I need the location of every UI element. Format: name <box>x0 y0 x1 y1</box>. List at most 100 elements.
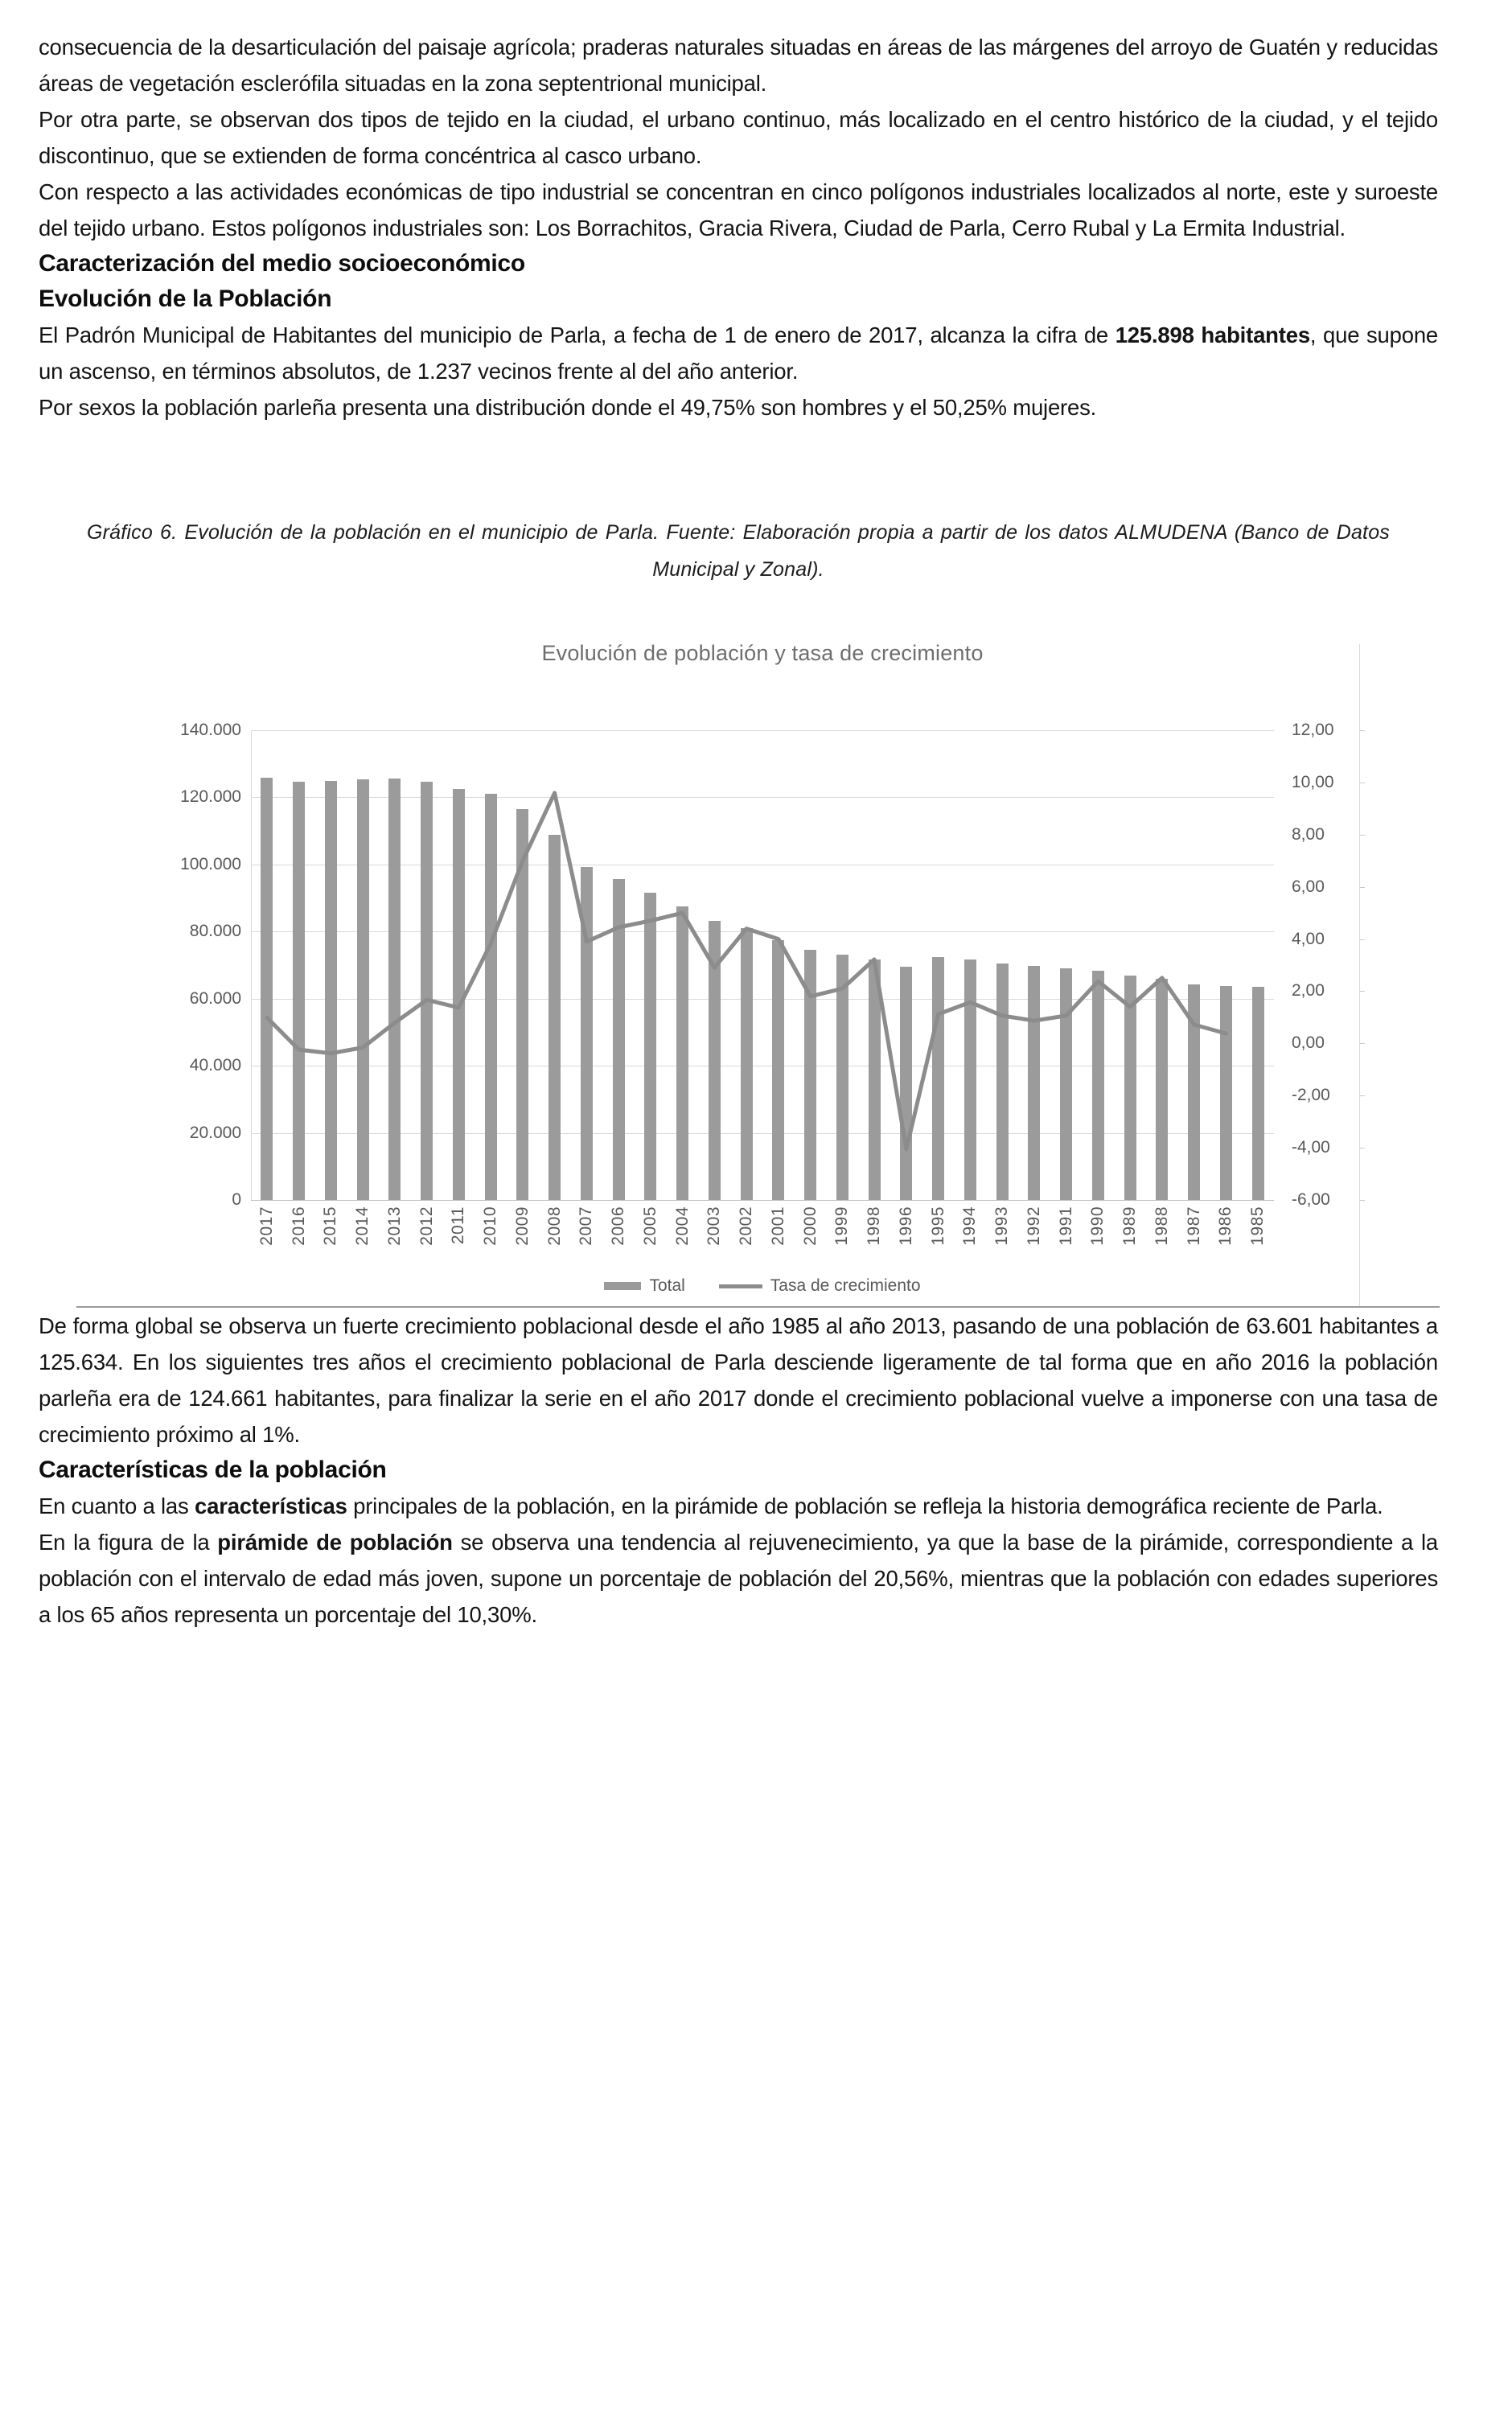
bar-2012 <box>421 782 433 1200</box>
right-axis-tick-label: 4,00 <box>1292 929 1325 948</box>
left-axis-tick-label: 80.000 <box>189 922 241 941</box>
chart-caption: Gráfico 6. Evolución de la población en … <box>87 521 1390 581</box>
right-axis-tickmark <box>1359 1095 1365 1097</box>
legend-item-total: Total <box>604 1276 685 1296</box>
year-label-2015: 2015 <box>321 1206 339 1246</box>
year-label-2001: 2001 <box>769 1206 787 1246</box>
right-axis-tickmark <box>1359 1043 1365 1045</box>
right-axis-tick-label: -2,00 <box>1292 1086 1330 1105</box>
bar-1993 <box>996 964 1009 1200</box>
legend-label-tasa: Tasa de crecimiento <box>770 1276 921 1295</box>
paragraph-caracteristicas: En cuanto a las características principa… <box>39 1488 1438 1524</box>
primary-axis-line <box>251 730 252 1200</box>
year-label-2000: 2000 <box>801 1206 820 1246</box>
right-axis-tick-label: 6,00 <box>1292 877 1325 896</box>
bar-1986 <box>1220 986 1232 1200</box>
bar-1987 <box>1188 984 1200 1200</box>
paragraph-piramide: En la figura de la pirámide de población… <box>39 1524 1438 1633</box>
year-label-1998: 1998 <box>865 1206 883 1246</box>
year-label-2004: 2004 <box>673 1206 692 1246</box>
bar-1994 <box>964 959 976 1200</box>
left-axis-tick-label: 0 <box>232 1190 241 1209</box>
left-axis-tick-label: 60.000 <box>189 988 241 1008</box>
right-axis-tick-label: -6,00 <box>1292 1190 1330 1209</box>
right-axis-tick-label: 10,00 <box>1292 772 1334 791</box>
paragraph-piramide-bold: pirámide de población <box>217 1530 453 1555</box>
paragraph-padron-bold: 125.898 habitantes <box>1115 323 1310 347</box>
right-axis-tickmark <box>1359 991 1365 992</box>
right-axis-tickmark <box>1359 834 1365 836</box>
year-label-1995: 1995 <box>929 1206 947 1246</box>
bar-2013 <box>388 779 401 1200</box>
bar-1992 <box>1028 966 1040 1200</box>
secondary-axis-line <box>1359 644 1360 1306</box>
left-axis-tick-label: 120.000 <box>180 787 241 807</box>
bar-1988 <box>1156 979 1168 1200</box>
paragraph-piramide-post: se observa una tendencia al rejuvenecimi… <box>39 1530 1438 1627</box>
bar-2007 <box>581 867 593 1200</box>
right-axis-tick-label: 2,00 <box>1292 981 1325 1001</box>
right-axis-tick-label: 0,00 <box>1292 1033 1325 1053</box>
paragraph-caracteristicas-post: principales de la población, en la pirám… <box>347 1494 1383 1518</box>
gridline <box>251 999 1274 1000</box>
year-label-1989: 1989 <box>1120 1206 1139 1246</box>
right-axis-tick-label: 12,00 <box>1292 721 1334 739</box>
year-label-2016: 2016 <box>290 1206 308 1246</box>
chart-title: Evolución de población y tasa de crecimi… <box>541 641 984 665</box>
paragraph-caracteristicas-pre: En cuanto a las <box>39 1494 195 1518</box>
right-axis-tickmark <box>1359 939 1365 940</box>
growth-rate-line <box>265 791 1228 1152</box>
year-label-1987: 1987 <box>1185 1206 1203 1246</box>
bar-2004 <box>676 906 688 1200</box>
tasa-line-swatch-icon <box>718 1284 762 1288</box>
bar-2017 <box>261 778 273 1200</box>
bar-2000 <box>804 950 816 1200</box>
year-label-2007: 2007 <box>577 1206 595 1246</box>
year-label-1999: 1999 <box>832 1206 851 1246</box>
year-label-1996: 1996 <box>897 1206 915 1246</box>
gridline <box>251 1133 1274 1134</box>
bar-2005 <box>644 893 656 1200</box>
year-label-1993: 1993 <box>992 1206 1011 1246</box>
year-label-2014: 2014 <box>353 1206 372 1246</box>
bar-1989 <box>1124 976 1136 1200</box>
bar-2015 <box>325 781 337 1200</box>
year-label-1988: 1988 <box>1152 1206 1171 1246</box>
paragraph-landscape: consecuencia de la desarticulación del p… <box>39 35 1438 96</box>
left-axis-tick-label: 40.000 <box>189 1056 241 1075</box>
heading-socioeconomico: Caracterización del medio socioeconómico <box>39 250 525 277</box>
paragraph-piramide-pre: En la figura de la <box>39 1530 218 1555</box>
bar-2008 <box>549 835 561 1200</box>
gridline <box>251 730 1274 731</box>
paragraph-padron: El Padrón Municipal de Habitantes del mu… <box>39 317 1438 389</box>
bar-2014 <box>357 779 369 1200</box>
right-axis-tick-label: -4,00 <box>1292 1138 1330 1157</box>
right-axis-tickmark <box>1359 730 1365 731</box>
bar-2006 <box>613 879 625 1200</box>
year-label-2017: 2017 <box>257 1206 276 1246</box>
year-label-1994: 1994 <box>960 1206 979 1246</box>
heading-evolucion-poblacion: Evolución de la Población <box>39 286 332 312</box>
bar-2009 <box>516 809 528 1200</box>
year-label-2008: 2008 <box>545 1206 564 1246</box>
year-label-2011: 2011 <box>449 1206 467 1245</box>
left-axis-tick-label: 100.000 <box>180 854 241 873</box>
left-axis-tick-label: 20.000 <box>189 1123 241 1142</box>
year-label-2006: 2006 <box>609 1206 627 1246</box>
year-label-2002: 2002 <box>737 1206 755 1246</box>
paragraph-industrial: Con respecto a las actividades económica… <box>39 179 1438 240</box>
year-label-2010: 2010 <box>481 1206 499 1246</box>
bar-2011 <box>453 789 465 1200</box>
x-axis-line <box>251 1200 1274 1201</box>
year-label-1990: 1990 <box>1088 1206 1107 1246</box>
bar-1998 <box>869 959 881 1200</box>
year-label-2013: 2013 <box>385 1206 404 1246</box>
paragraph-caracteristicas-bold: características <box>195 1494 347 1518</box>
population-chart: Evolución de población y tasa de crecimi… <box>76 628 1440 1308</box>
bar-2003 <box>709 921 721 1200</box>
bar-2016 <box>293 782 305 1200</box>
year-label-2005: 2005 <box>641 1206 659 1246</box>
bar-1985 <box>1252 987 1264 1200</box>
year-label-1992: 1992 <box>1025 1206 1043 1246</box>
